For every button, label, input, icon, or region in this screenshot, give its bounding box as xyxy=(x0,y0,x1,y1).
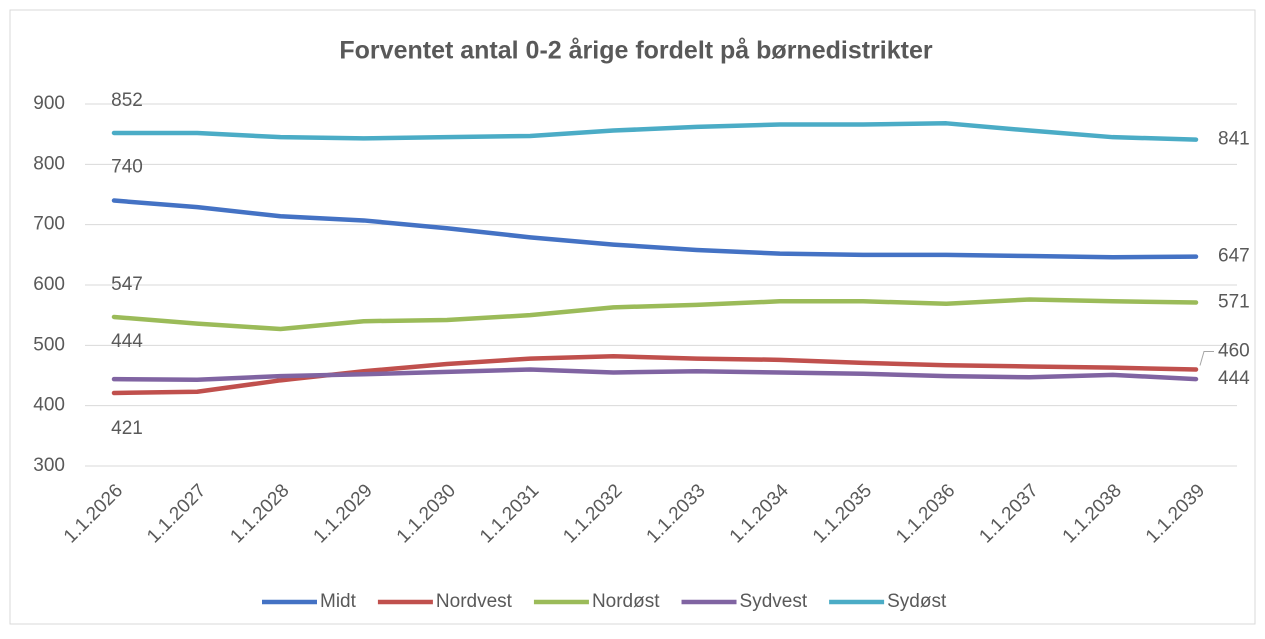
y-tick-label: 500 xyxy=(33,334,65,355)
y-tick-label: 600 xyxy=(33,274,65,295)
y-tick-label: 900 xyxy=(33,93,65,114)
data-label: 740 xyxy=(111,157,143,178)
data-label: 547 xyxy=(111,274,143,295)
data-label: 421 xyxy=(111,418,143,439)
y-tick-label: 300 xyxy=(33,455,65,476)
y-tick-label: 700 xyxy=(33,214,65,235)
data-label: 460 xyxy=(1218,340,1250,361)
data-label: 647 xyxy=(1218,246,1250,267)
data-label: 444 xyxy=(1218,368,1250,389)
y-tick-label: 800 xyxy=(33,153,65,174)
line-series xyxy=(111,121,1199,142)
data-label: 444 xyxy=(111,331,143,352)
chart-title: Forventet antal 0-2 årige fordelt på bør… xyxy=(339,37,932,65)
data-label: 841 xyxy=(1218,129,1250,150)
legend-label: Nordøst xyxy=(592,591,660,612)
legend: Midt Nordvest Nordøst Sydvest Sydøst xyxy=(262,591,947,612)
line-series xyxy=(111,353,1199,396)
line-series xyxy=(111,297,1199,332)
line-series xyxy=(111,198,1199,260)
legend-label: Nordvest xyxy=(436,591,513,612)
data-label: 852 xyxy=(111,90,143,111)
line-series xyxy=(111,367,1199,382)
y-tick-label: 400 xyxy=(33,395,65,416)
leader-line xyxy=(1199,350,1214,366)
chart-border xyxy=(9,9,1256,625)
data-label: 571 xyxy=(1218,292,1250,313)
legend-label: Midt xyxy=(320,591,357,612)
legend-label: Sydøst xyxy=(887,591,947,612)
legend-label: Sydvest xyxy=(740,591,808,612)
